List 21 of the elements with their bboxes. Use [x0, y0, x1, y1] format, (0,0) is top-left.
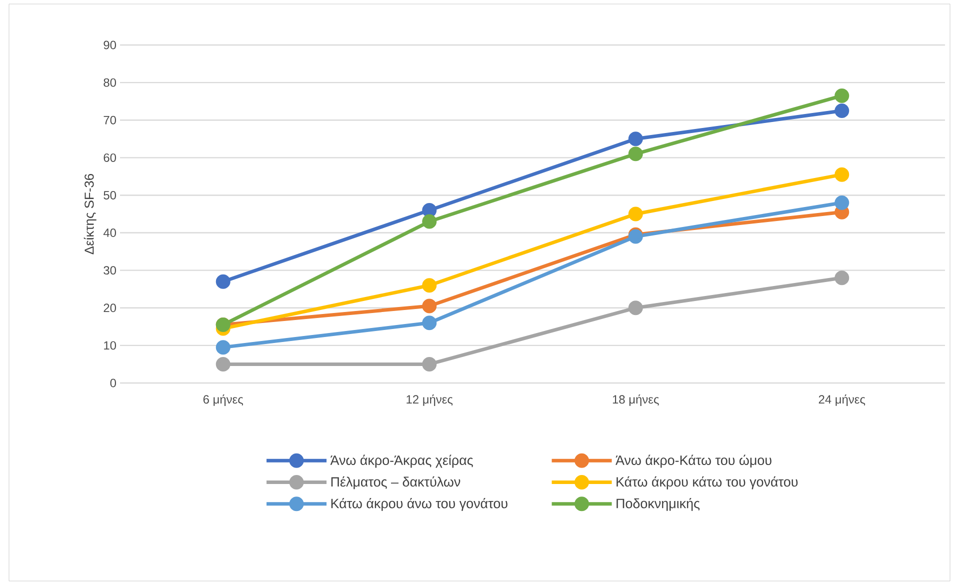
y-axis-title: Δείκτης SF-36 — [84, 174, 96, 254]
y-tick-label: 90 — [104, 40, 116, 50]
y-tick-label: 20 — [104, 304, 116, 312]
y-tick-label: 0 — [110, 378, 116, 388]
y-tick-label: 70 — [104, 116, 116, 124]
legend-label: Κάτω άκρου κάτω του γονάτου — [616, 476, 798, 490]
y-tick-label: 30 — [104, 266, 116, 275]
legend-label: Κάτω άκρου άνω του γονάτου — [331, 498, 508, 511]
x-tick-label: 12 μήνες — [406, 394, 453, 406]
y-tick-label: 10 — [104, 341, 116, 350]
legend-label: Άνω άκρο-Άκρας χείρας — [330, 454, 473, 468]
x-tick-label: 24 μήνες — [818, 394, 866, 406]
y-tick-label: 40 — [103, 228, 116, 238]
x-tick-label: 6 μήνες — [203, 394, 244, 406]
y-tick-label: 80 — [104, 78, 116, 87]
y-tick-label: 60 — [104, 153, 116, 162]
x-tick-label: 18 μήνες — [612, 394, 659, 406]
legend-label: Ποδοκνημικής — [616, 498, 700, 511]
legend-label: Πέλματος – δακτύλων — [331, 476, 460, 490]
y-tick-label: 50 — [104, 190, 116, 200]
legend-label: Άνω άκρο-Κάτω του ώμου — [616, 454, 772, 468]
